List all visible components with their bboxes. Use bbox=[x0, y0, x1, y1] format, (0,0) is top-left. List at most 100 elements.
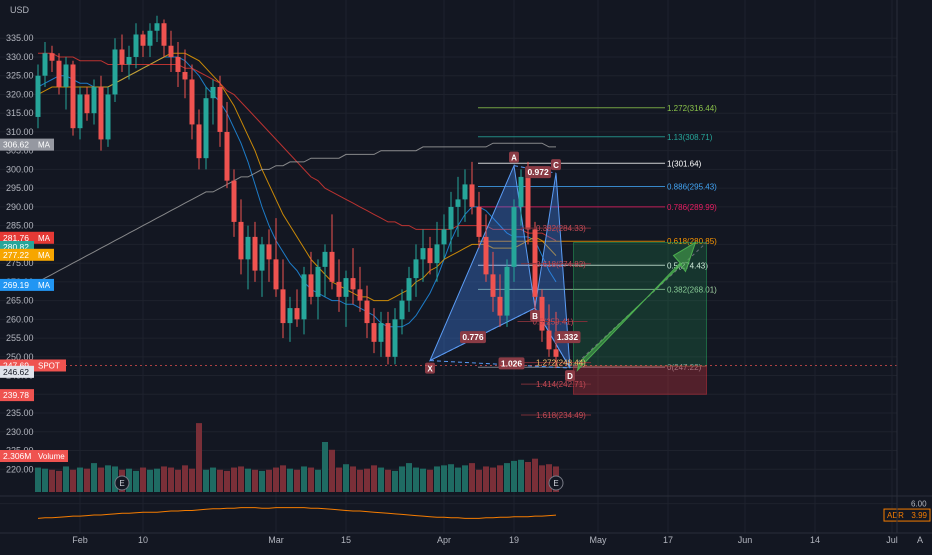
position-stop-zone bbox=[573, 365, 707, 395]
price-tag bbox=[0, 278, 34, 291]
volume-tag bbox=[0, 450, 34, 462]
candle-body bbox=[259, 244, 265, 271]
volume-bar bbox=[49, 469, 55, 492]
volume-bar bbox=[133, 470, 139, 492]
candle-body bbox=[378, 323, 384, 342]
time-tick-label: Jun bbox=[738, 535, 753, 545]
volume-tag-value: 2.306M bbox=[3, 451, 31, 461]
candle-body bbox=[483, 236, 489, 275]
price-tag bbox=[0, 365, 34, 378]
candle-body bbox=[553, 349, 559, 357]
volume-bar bbox=[483, 466, 489, 492]
volume-bar bbox=[287, 468, 293, 492]
volume-bar bbox=[203, 469, 209, 492]
candle-body bbox=[532, 229, 538, 297]
pattern-point-label: D bbox=[567, 372, 573, 381]
price-tick-label: 265.00 bbox=[6, 296, 34, 306]
candle-body bbox=[105, 94, 111, 140]
currency-label: USD bbox=[10, 5, 30, 15]
price-tag-name-box bbox=[34, 278, 54, 291]
price-tag bbox=[0, 248, 34, 261]
volume-bar bbox=[518, 459, 524, 492]
price-tag-name: MA bbox=[38, 281, 51, 290]
volume-bar bbox=[392, 470, 398, 492]
volume-bar bbox=[245, 468, 251, 492]
price-tag-value: 247.69 bbox=[3, 360, 29, 370]
volume-bar bbox=[322, 442, 328, 492]
candle-body bbox=[126, 56, 132, 65]
candle-body bbox=[343, 278, 349, 297]
candle-body bbox=[511, 206, 517, 267]
volume-bar bbox=[105, 465, 111, 492]
pattern-point-badge bbox=[530, 310, 540, 322]
candle-body bbox=[462, 184, 468, 200]
time-tick-label: May bbox=[589, 535, 607, 545]
candle-body bbox=[441, 229, 447, 245]
volume-bar bbox=[112, 466, 118, 492]
volume-bar bbox=[427, 469, 433, 492]
price-tag bbox=[0, 231, 34, 244]
volume-bar bbox=[462, 465, 468, 492]
candle-body bbox=[245, 236, 251, 260]
extension-label: 1.618(234.49) bbox=[536, 411, 586, 420]
candle-body bbox=[238, 221, 244, 260]
volume-bar bbox=[329, 449, 335, 492]
candle-body bbox=[336, 281, 342, 297]
extension-label: 1.414(242.71) bbox=[536, 380, 586, 389]
volume-bar bbox=[315, 469, 321, 492]
candle-body bbox=[70, 64, 76, 129]
price-tick-label: 295.00 bbox=[6, 183, 34, 193]
candle-body bbox=[539, 296, 545, 331]
ratio-badge bbox=[525, 166, 552, 179]
volume-bar bbox=[280, 465, 286, 492]
price-tag-value: 277.22 bbox=[3, 250, 29, 260]
volume-bar bbox=[469, 463, 475, 492]
candle-body bbox=[301, 274, 307, 320]
fib-level-label: 1.272(316.44) bbox=[667, 104, 717, 113]
candle-body bbox=[287, 308, 293, 324]
price-tick-label: 260.00 bbox=[6, 314, 34, 324]
volume-bar bbox=[525, 462, 531, 492]
extension-label: 0.382(284.33) bbox=[536, 224, 586, 233]
ratio-label: 1.026 bbox=[501, 358, 523, 368]
price-tick-label: 320.00 bbox=[6, 89, 34, 99]
volume-tag-name-box bbox=[34, 450, 68, 462]
volume-bar bbox=[539, 465, 545, 492]
price-tick-label: 250.00 bbox=[6, 352, 34, 362]
volume-bar bbox=[147, 469, 153, 492]
volume-bar bbox=[336, 467, 342, 492]
candle-body bbox=[63, 64, 69, 87]
volume-bar bbox=[455, 467, 461, 492]
volume-bar bbox=[448, 464, 454, 492]
indicator-name: ADR bbox=[887, 511, 904, 520]
price-tag-name: MA bbox=[38, 234, 51, 243]
candle-body bbox=[504, 266, 510, 316]
candle-body bbox=[371, 323, 377, 342]
candle-body bbox=[392, 319, 398, 357]
volume-bar bbox=[91, 463, 97, 492]
pattern-point-badge bbox=[425, 362, 435, 374]
price-tag-name: MA bbox=[38, 141, 51, 150]
time-tick-label: Feb bbox=[72, 535, 88, 545]
time-tick-label: Mar bbox=[268, 535, 284, 545]
volume-bar bbox=[350, 466, 356, 492]
pattern-point-label: B bbox=[532, 312, 538, 321]
volume-bar bbox=[399, 466, 405, 492]
price-tag-value: 280.82 bbox=[3, 242, 29, 252]
volume-bar bbox=[70, 469, 76, 492]
fib-level-label: 1(301.64) bbox=[667, 159, 702, 168]
candle-body bbox=[434, 244, 440, 264]
earnings-marker-label: E bbox=[119, 479, 124, 488]
candle-body bbox=[56, 60, 62, 87]
ratio-badge bbox=[498, 357, 525, 370]
projection-arrow bbox=[576, 241, 697, 372]
candle-body bbox=[119, 49, 125, 65]
volume-bar bbox=[35, 467, 41, 492]
candle-body bbox=[469, 184, 475, 207]
volume-bar bbox=[231, 467, 237, 492]
price-tick-label: 235.00 bbox=[6, 408, 34, 418]
candle-body bbox=[224, 131, 230, 181]
volume-bar bbox=[546, 464, 552, 492]
